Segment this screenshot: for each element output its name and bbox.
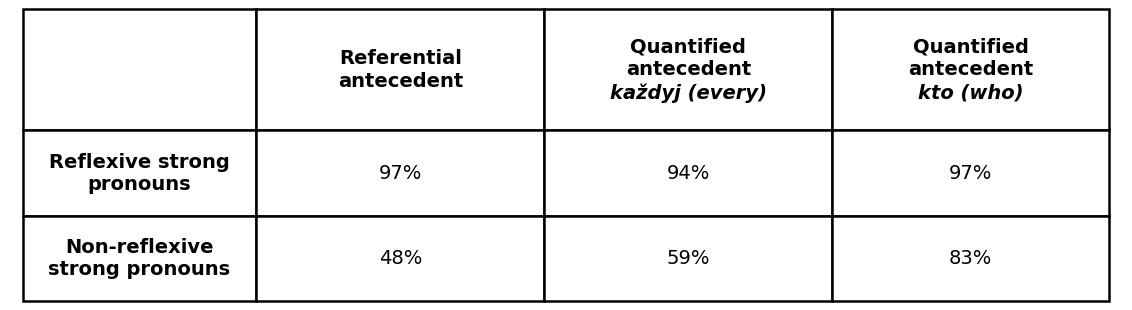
- Text: 94%: 94%: [667, 164, 710, 183]
- Text: antecedent: antecedent: [908, 60, 1034, 79]
- Bar: [832, 216, 1109, 301]
- Bar: [544, 130, 832, 216]
- Bar: [256, 216, 544, 301]
- Text: antecedent: antecedent: [626, 60, 751, 79]
- Bar: [23, 216, 256, 301]
- Text: pronouns: pronouns: [87, 175, 191, 193]
- Text: Reflexive strong: Reflexive strong: [49, 153, 230, 172]
- Text: antecedent: antecedent: [337, 72, 463, 91]
- Text: každyj (every): každyj (every): [610, 83, 766, 103]
- Text: Quantified: Quantified: [631, 37, 746, 56]
- Bar: [544, 216, 832, 301]
- Text: Non-reflexive: Non-reflexive: [66, 238, 214, 257]
- Bar: [544, 9, 832, 130]
- Text: 48%: 48%: [378, 249, 422, 268]
- Bar: [256, 130, 544, 216]
- Bar: [23, 9, 256, 130]
- Text: 59%: 59%: [667, 249, 710, 268]
- Bar: [256, 9, 544, 130]
- Text: 83%: 83%: [949, 249, 993, 268]
- Bar: [23, 130, 256, 216]
- Bar: [832, 130, 1109, 216]
- Text: strong pronouns: strong pronouns: [49, 260, 231, 279]
- Text: Quantified: Quantified: [912, 37, 1029, 56]
- Text: Referential: Referential: [338, 49, 462, 68]
- Text: kto (who): kto (who): [918, 83, 1023, 103]
- Bar: [832, 9, 1109, 130]
- Text: 97%: 97%: [378, 164, 422, 183]
- Text: 97%: 97%: [949, 164, 993, 183]
